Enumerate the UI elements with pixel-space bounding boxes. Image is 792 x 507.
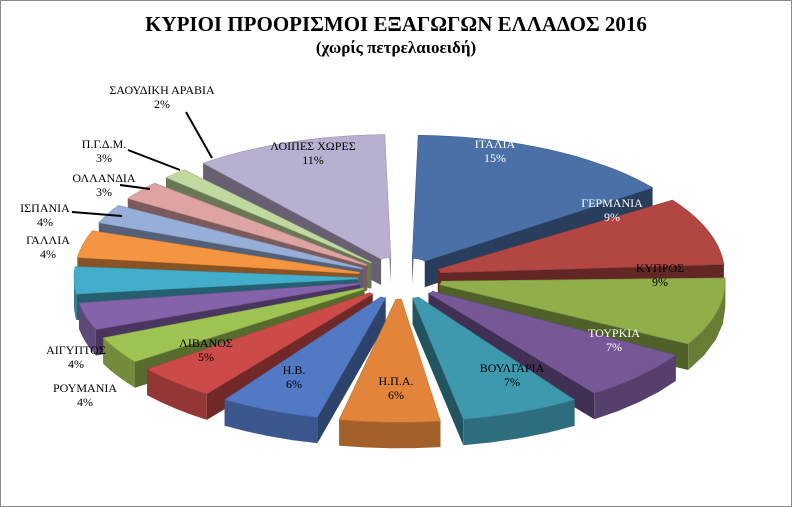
slice-rim [224,399,318,444]
slice-rim [147,369,207,420]
slice-top [127,182,369,267]
slice-top [165,169,373,264]
slice-top [146,292,374,395]
leader-line [71,211,123,217]
value-label: 3% [96,151,112,165]
slice-top [98,205,364,270]
value-label: 9% [604,210,620,224]
slice-top [76,230,361,275]
slice-side-wall [412,298,464,446]
category-label: ΣΑΟΥΔΙΚΗ ΑΡΑΒΙΑ [109,83,215,97]
category-label: ΛΙΒΑΝΟΣ [179,336,233,350]
slice-rim [74,278,77,320]
pie-labels: ΙΤΑΛΙΑ15%ΓΕΡΜΑΝΙΑ9%ΚΥΠΡΟΣ9%ΤΟΥΡΚΙΑ7%ΒΟΥΛ… [20,83,684,409]
slice-top [338,298,441,423]
slice-top [73,266,359,295]
category-label: ΟΛΛΑΝΔΙΑ [72,171,136,185]
slice-top [202,134,392,260]
leader-line [119,184,151,190]
value-label: 4% [40,247,56,261]
value-label: 6% [286,377,302,391]
category-label: ΓΑΛΛΙΑ [26,233,70,247]
category-label: ΛΟΙΠΕΣ ΧΩΡΕΣ [270,139,355,153]
value-label: 7% [606,340,622,354]
slice-top [223,296,387,418]
value-label: 2% [154,97,170,111]
value-label: 3% [96,185,112,199]
slice-top [437,199,725,274]
category-label: ΑΙΓΥΠΤΟΣ [46,343,106,357]
category-label: Η.Β. [283,363,306,377]
slice-top [411,134,654,262]
category-label: ΒΟΥΛΓΑΡΙΑ [480,361,545,375]
slice-side-wall [317,297,386,444]
value-label: 4% [68,357,84,371]
leader-line [185,111,213,159]
slice-rim [339,419,441,449]
slice-rim [594,355,676,420]
slice-top [438,277,726,345]
chart-subtitle: (χωρίς πετρελαιοειδή) [315,38,477,57]
value-label: 5% [198,350,214,364]
slice-βουλγαρια [412,296,576,446]
value-label: 9% [652,275,668,289]
value-label: 6% [388,388,404,402]
category-label: ΙΣΠΑΝΙΑ [20,201,70,215]
slice-top [78,282,361,330]
value-label: 4% [37,215,53,229]
value-label: 11% [302,153,324,167]
slice-rim [79,303,96,356]
value-label: 4% [77,395,93,409]
slice-η-β- [223,296,387,444]
leader-line [127,149,181,171]
slice-rim [463,399,575,446]
value-label: 15% [484,151,506,165]
value-label: 7% [504,375,520,389]
category-label: ΡΟΥΜΑΝΙΑ [53,381,117,395]
slice-top [102,287,366,363]
slice-rim [688,281,726,370]
chart-title: ΚΥΡΙΟΙ ΠΡΟΟΡΙΣΜΟΙ ΕΞΑΓΩΓΩΝ ΕΛΛΑΔΟΣ 2016 [145,12,647,36]
slice-rim [103,337,135,388]
pie-slices [73,134,726,449]
slice-η-π-α- [338,298,441,449]
category-label: ΙΤΑΛΙΑ [475,137,516,151]
category-label: ΚΥΠΡΟΣ [636,261,684,275]
category-label: Η.Π.Α. [379,374,414,388]
slice-top [427,291,677,394]
category-label: ΤΟΥΡΚΙΑ [588,326,640,340]
slice-top [412,296,576,420]
category-label: ΓΕΡΜΑΝΙΑ [581,196,643,210]
category-label: Π.Γ.Δ.Μ. [82,137,127,151]
